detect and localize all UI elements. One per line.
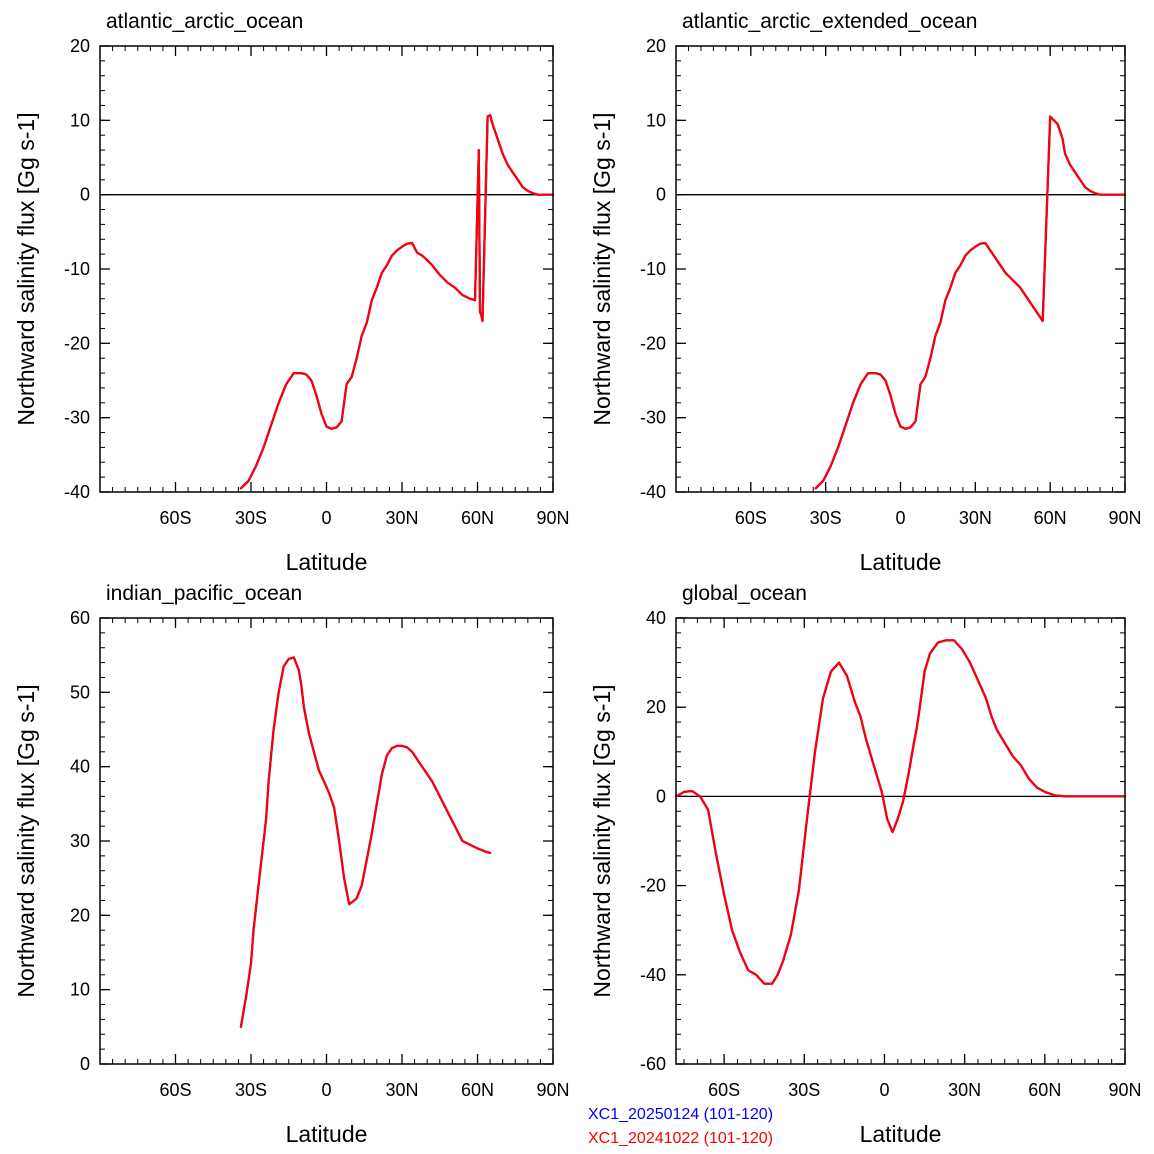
y-tick-label: -20	[640, 333, 666, 353]
x-tick-label: 60N	[461, 508, 494, 528]
x-axis-label: Latitude	[286, 549, 368, 575]
x-tick-label: 30S	[788, 1080, 820, 1100]
y-tick-label: -30	[64, 408, 90, 428]
x-tick-label: 90N	[536, 1080, 569, 1100]
x-tick-label: 30S	[235, 508, 267, 528]
y-tick-label: 0	[80, 1054, 90, 1074]
x-tick-label: 30N	[959, 508, 992, 528]
chart-panel-1: atlantic_arctic_ocean 60S 30S 0 30N 60N 90N -40…	[13, 10, 570, 575]
x-tick-label: 60S	[159, 508, 191, 528]
x-tick-label: 60N	[1034, 508, 1067, 528]
y-tick-label: 20	[70, 36, 90, 56]
chart-title: atlantic_arctic_ocean	[106, 10, 303, 33]
chart-title: atlantic_arctic_extended_ocean	[682, 10, 977, 33]
chart-title: indian_pacific_ocean	[106, 582, 302, 605]
x-tick-label: 0	[895, 508, 905, 528]
plot-frame	[675, 45, 1126, 493]
chart-panel-4: global_ocean 60S 30S 0 30N 60N 90N -60 -40 -20 0 20…	[589, 582, 1142, 1147]
series-line-1	[239, 656, 492, 1028]
y-tick-label: 20	[70, 905, 90, 925]
plot-frame	[675, 617, 1126, 1065]
y-tick-label: -10	[64, 259, 90, 279]
y-tick-label: 50	[70, 682, 90, 702]
y-tick-label: 40	[70, 757, 90, 777]
y-axis-label: Northward salinity flux [Gg s-1]	[589, 112, 615, 425]
y-tick-label: -40	[640, 482, 666, 502]
y-tick-label: 10	[70, 110, 90, 130]
y-tick-label: -30	[640, 408, 666, 428]
y-tick-label: 20	[646, 36, 666, 56]
y-axis-label: Northward salinity flux [Gg s-1]	[13, 684, 39, 997]
x-axis-label: Latitude	[860, 549, 942, 575]
legend-entry-2: XC1_20241022 (101-120)	[588, 1130, 773, 1147]
legend-entry-1: XC1_20250124 (101-120)	[588, 1106, 773, 1123]
x-tick-label: 60S	[735, 508, 767, 528]
y-axis-label: Northward salinity flux [Gg s-1]	[589, 684, 615, 997]
x-tick-label: 30S	[810, 508, 842, 528]
y-tick-label: -40	[640, 965, 666, 985]
y-tick-label: -40	[64, 482, 90, 502]
chart-panel-3: indian_pacific_ocean 60S 30S 0 30N 60N 90N 0 10 2…	[13, 582, 570, 1147]
x-axis-label: Latitude	[860, 1121, 942, 1147]
x-tick-label: 30N	[948, 1080, 981, 1100]
y-tick-label: 0	[656, 786, 666, 806]
series-line-1	[239, 113, 555, 490]
chart-panel-2: atlantic_arctic_extended_ocean 60S 30S 0 30N…	[589, 10, 1142, 575]
x-tick-label: 60N	[461, 1080, 494, 1100]
y-tick-label: 40	[646, 608, 666, 628]
plot-frame	[99, 45, 554, 493]
x-tick-label: 30S	[235, 1080, 267, 1100]
y-tick-label: -10	[640, 259, 666, 279]
series-line-1	[674, 639, 1127, 985]
y-tick-label: 30	[70, 831, 90, 851]
y-tick-label: 10	[646, 110, 666, 130]
legend: XC1_20250124 (101-120) XC1_20241022 (101…	[588, 1106, 773, 1147]
x-tick-label: 30N	[385, 508, 418, 528]
y-tick-label: 60	[70, 608, 90, 628]
y-axis-label: Northward salinity flux [Gg s-1]	[13, 112, 39, 425]
x-tick-label: 30N	[385, 1080, 418, 1100]
y-tick-label: 0	[80, 185, 90, 205]
x-tick-label: 90N	[536, 508, 569, 528]
y-tick-label: 20	[646, 697, 666, 717]
x-tick-label: 90N	[1108, 508, 1141, 528]
x-tick-label: 60S	[708, 1080, 740, 1100]
x-tick-label: 0	[879, 1080, 889, 1100]
x-axis-label: Latitude	[286, 1121, 368, 1147]
plot-frame	[99, 617, 554, 1065]
panels: atlantic_arctic_ocean 60S 30S 0 30N 60N 90N -40…	[13, 10, 1142, 1147]
x-tick-label: 0	[321, 508, 331, 528]
y-tick-label: -20	[64, 333, 90, 353]
chart-title: global_ocean	[682, 582, 807, 605]
y-tick-label: 10	[70, 980, 90, 1000]
y-tick-label: -20	[640, 876, 666, 896]
series-line-1	[814, 115, 1127, 490]
y-tick-label: -60	[640, 1054, 666, 1074]
x-tick-label: 60N	[1028, 1080, 1061, 1100]
y-tick-label: 0	[656, 185, 666, 205]
x-tick-label: 60S	[159, 1080, 191, 1100]
x-tick-label: 90N	[1108, 1080, 1141, 1100]
x-tick-label: 0	[321, 1080, 331, 1100]
